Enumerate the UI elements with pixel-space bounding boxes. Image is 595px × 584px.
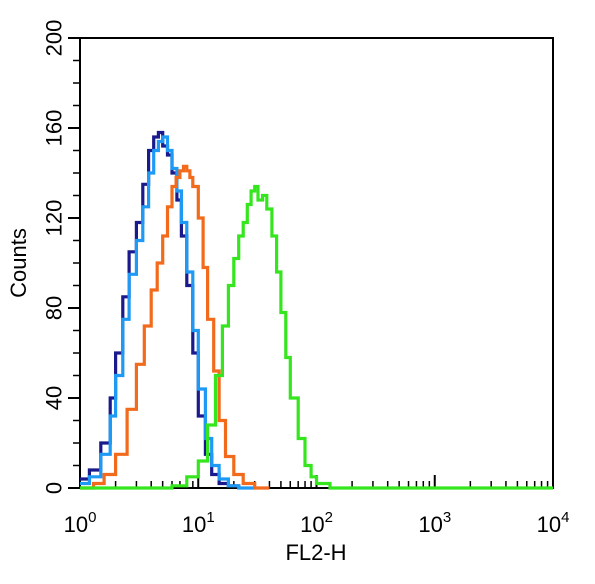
series-line-3	[80, 164, 270, 490]
x-tick-label: 104	[537, 509, 570, 537]
x-tick-label: 101	[182, 509, 215, 537]
x-axis-title: FL2-H	[285, 540, 346, 565]
y-tick-label: 0	[42, 482, 67, 494]
y-tick-label: 200	[42, 20, 67, 57]
series-line-1	[80, 130, 241, 488]
tick-labels: 100 101 102 103 104 0 40 80 120 160 200	[42, 20, 570, 537]
axis-ticks	[68, 37, 554, 489]
y-tick-label: 160	[42, 110, 67, 147]
y-tick-label: 120	[42, 200, 67, 237]
x-tick-label: 100	[64, 509, 97, 537]
y-tick-label: 80	[42, 296, 67, 320]
series-group	[80, 130, 553, 490]
series-line-4	[80, 184, 553, 490]
plot-frame	[79, 37, 554, 489]
y-axis-title: Counts	[6, 228, 31, 298]
x-tick-label: 103	[418, 509, 451, 537]
x-tick-label: 102	[300, 509, 333, 537]
y-tick-label: 40	[42, 386, 67, 410]
series-line-2	[80, 135, 255, 490]
